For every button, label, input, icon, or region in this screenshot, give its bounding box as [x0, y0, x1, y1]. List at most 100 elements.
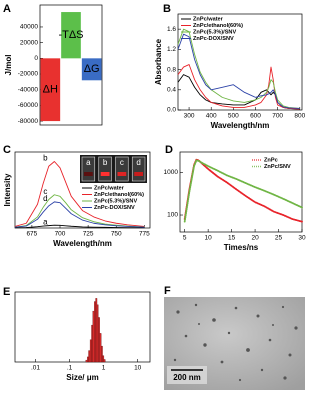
y-tick-label: -60000: [18, 102, 39, 109]
y-tick-label: 0.0: [167, 107, 176, 114]
legend-label: ZnPc-DOX/SNV: [193, 36, 234, 42]
y-tick-label: -80000: [18, 118, 39, 125]
legend-label: ZnPc-DOX/SNV: [94, 205, 135, 211]
y-axis-label: J/mol: [4, 55, 13, 76]
histogram-bar: [102, 355, 105, 363]
inset-label: a: [86, 158, 91, 167]
y-tick-label: 1.2: [167, 46, 176, 53]
y-tick-label: 1000: [164, 169, 179, 176]
histogram-bar: [98, 317, 100, 363]
x-tick-label: 10: [205, 235, 213, 242]
plot-frame: [177, 13, 303, 111]
x-axis-label: Size/ μm: [66, 373, 98, 382]
x-tick-label: 30: [298, 235, 306, 242]
x-tick-label: 800: [294, 113, 305, 120]
y-tick-label: -20000: [18, 71, 39, 78]
histogram-bar: [85, 359, 88, 363]
y-tick-label: 100: [167, 212, 178, 219]
y-tick-label: 20000: [20, 39, 38, 46]
histogram-bar: [87, 356, 89, 363]
bar-label: ΔG: [84, 63, 100, 75]
histogram-bar: [91, 324, 93, 363]
legend-label: ZnPc(5.3%)/SNV: [94, 198, 137, 204]
x-tick-label: .1: [67, 365, 73, 372]
micrograph: 200 nm F: [164, 285, 305, 390]
scale-bar-label: 200 nm: [173, 373, 201, 382]
plot-frame: [14, 151, 151, 229]
histogram-bar: [94, 301, 96, 363]
x-tick-label: 600: [250, 113, 261, 120]
bar: [40, 58, 61, 122]
x-tick-label: 15: [228, 235, 236, 242]
legend-label: ZnPc/ethanol(60%): [193, 23, 243, 29]
x-tick-label: 500: [228, 113, 239, 120]
curve-label: b: [43, 154, 48, 163]
panel-label: B: [163, 3, 171, 15]
y-axis-label: Absorbance: [154, 38, 163, 85]
histogram-bar: [99, 333, 102, 363]
y-tick-label: 0.4: [167, 87, 176, 94]
y-tick-label: -40000: [18, 86, 39, 93]
histogram-bar: [96, 304, 99, 363]
x-tick-label: 400: [206, 113, 217, 120]
legend-label: ZnPc/water: [94, 185, 125, 191]
y-tick-label: 1.6: [167, 26, 176, 33]
series-line: [177, 28, 300, 109]
histogram-bar: [89, 339, 92, 363]
bar: [61, 12, 81, 59]
legend-label: ZnPc/ethanol(60%): [94, 192, 144, 198]
x-tick-label: 675: [26, 231, 37, 238]
legend-label: ZnPc/water: [193, 16, 224, 22]
panel-label: D: [165, 144, 173, 156]
bar: [81, 58, 102, 81]
x-tick-label: 300: [184, 113, 195, 120]
inset-label: c: [120, 158, 124, 167]
figure: 200 nm F A 40000 20000 0 -20000 -40000 -60000 -…: [3, 3, 306, 390]
x-axis-label: Wavelength/nm: [211, 121, 270, 130]
x-tick-label: 700: [272, 113, 283, 120]
plot-frame: [179, 151, 303, 233]
inset-label: b: [103, 158, 108, 167]
x-axis-label: Wavelength/nm: [53, 239, 112, 248]
series-line: [183, 159, 303, 223]
x-tick-label: 775: [139, 231, 150, 238]
legend-label: ZnPc(5.3%)/SNV: [193, 29, 236, 35]
curve-label: d: [43, 194, 47, 203]
plot-frame: [14, 291, 151, 363]
histogram-bar: [101, 345, 103, 363]
series-line: [14, 224, 145, 229]
series-line: [14, 201, 145, 228]
x-tick-label: 25: [275, 235, 283, 242]
series-line: [14, 161, 145, 227]
histogram-bar: [103, 359, 106, 363]
x-tick-label: 725: [83, 231, 94, 238]
x-tick-label: 1: [102, 365, 106, 372]
series-line: [177, 64, 300, 110]
legend-label: ZnPc: [264, 157, 278, 163]
particles: [173, 303, 298, 382]
plot-frame: [39, 4, 103, 126]
curve-label: c: [43, 187, 47, 196]
curve-label: a: [43, 217, 48, 226]
series-line: [177, 33, 300, 109]
histogram-bar: [95, 298, 98, 363]
x-tick-label: 5: [183, 235, 187, 242]
inset-glow: [134, 172, 143, 176]
inset-glow: [84, 172, 93, 176]
panel-label: F: [164, 285, 171, 297]
histogram-bar: [92, 310, 95, 363]
y-axis-label: Intensity: [3, 173, 12, 206]
legend-label: ZnPc/SNV: [264, 164, 291, 170]
histogram-bar: [88, 350, 91, 363]
bar-label: ΔH: [43, 84, 58, 96]
inset-label: d: [136, 158, 140, 167]
panel-label: A: [3, 3, 11, 15]
inset-glow: [117, 172, 127, 176]
series-line: [14, 194, 145, 228]
x-axis-label: Times/ns: [224, 243, 259, 252]
inset-glow: [100, 172, 110, 176]
y-tick-label: 40000: [20, 24, 38, 31]
x-tick-label: 700: [55, 231, 66, 238]
x-tick-label: 10: [134, 365, 142, 372]
panel-label: E: [3, 286, 10, 298]
